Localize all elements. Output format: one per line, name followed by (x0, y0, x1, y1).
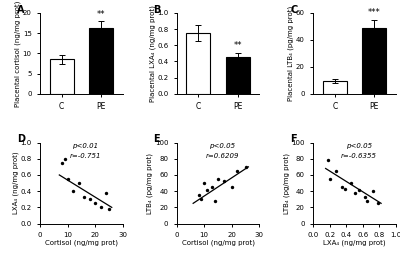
Text: **: ** (234, 41, 242, 50)
Bar (89, 28, 113, 94)
Point (196, 193, 202, 197)
Bar (323, 81, 347, 94)
Text: B: B (154, 5, 161, 15)
Bar (186, 33, 210, 94)
Text: ***: *** (368, 8, 381, 17)
Bar (362, 28, 386, 94)
Point (198, 197, 205, 201)
Text: p<0.05: p<0.05 (346, 143, 372, 149)
Point (76, 181, 82, 185)
Point (348, 181, 354, 185)
Point (242, 165, 249, 169)
Point (352, 191, 358, 195)
Point (209, 185, 216, 189)
Point (62, 157, 68, 161)
Point (70, 189, 76, 193)
Y-axis label: Placental LTB₄ (pg/mg prot): Placental LTB₄ (pg/mg prot) (288, 6, 294, 101)
Bar (50, 59, 74, 94)
X-axis label: LXA₄ (ng/mg prot): LXA₄ (ng/mg prot) (323, 239, 386, 246)
Text: A: A (17, 5, 24, 15)
Text: E: E (154, 134, 160, 144)
Y-axis label: LTB₄ (pg/mg prot): LTB₄ (pg/mg prot) (147, 153, 153, 214)
Point (228, 185, 235, 189)
Text: D: D (17, 134, 25, 144)
Point (339, 185, 345, 189)
Y-axis label: Placental LXA₄ (ng/mg prot): Placental LXA₄ (ng/mg prot) (149, 5, 156, 102)
Point (204, 188, 210, 192)
Point (364, 199, 370, 203)
Point (103, 191, 110, 195)
Point (215, 177, 221, 181)
Point (98, 205, 104, 209)
X-axis label: Cortisol (ng/mg prot): Cortisol (ng/mg prot) (182, 239, 254, 246)
Point (86, 197, 93, 201)
Point (370, 189, 376, 193)
Text: r=0.6209: r=0.6209 (205, 153, 239, 159)
X-axis label: Cortisol (ng/mg prot): Cortisol (ng/mg prot) (45, 239, 118, 246)
Point (92, 201, 98, 205)
Y-axis label: LTB₄ (pg/mg prot): LTB₄ (pg/mg prot) (284, 153, 290, 214)
Text: r=-0.751: r=-0.751 (70, 153, 101, 159)
Bar (226, 57, 250, 94)
Point (201, 181, 208, 185)
Point (374, 201, 381, 205)
Point (220, 179, 227, 183)
Text: r=-0.6355: r=-0.6355 (341, 153, 377, 159)
Point (59, 161, 65, 165)
Point (234, 169, 240, 173)
Point (361, 195, 368, 199)
Text: **: ** (97, 10, 105, 19)
Point (106, 207, 112, 211)
Text: p<0.05: p<0.05 (209, 143, 235, 149)
Point (81, 195, 87, 199)
Point (64, 177, 71, 181)
Text: p<0.01: p<0.01 (72, 143, 98, 149)
Point (342, 187, 348, 191)
Point (326, 177, 333, 181)
Text: C: C (290, 5, 297, 15)
Y-axis label: LXA₄ (ng/mg prot): LXA₄ (ng/mg prot) (12, 152, 19, 214)
Point (356, 188, 362, 192)
Point (325, 158, 331, 162)
Text: F: F (290, 134, 297, 144)
Point (333, 169, 340, 173)
Point (212, 199, 218, 203)
Y-axis label: Placental cortisol (ng/mg prot): Placental cortisol (ng/mg prot) (15, 0, 21, 107)
